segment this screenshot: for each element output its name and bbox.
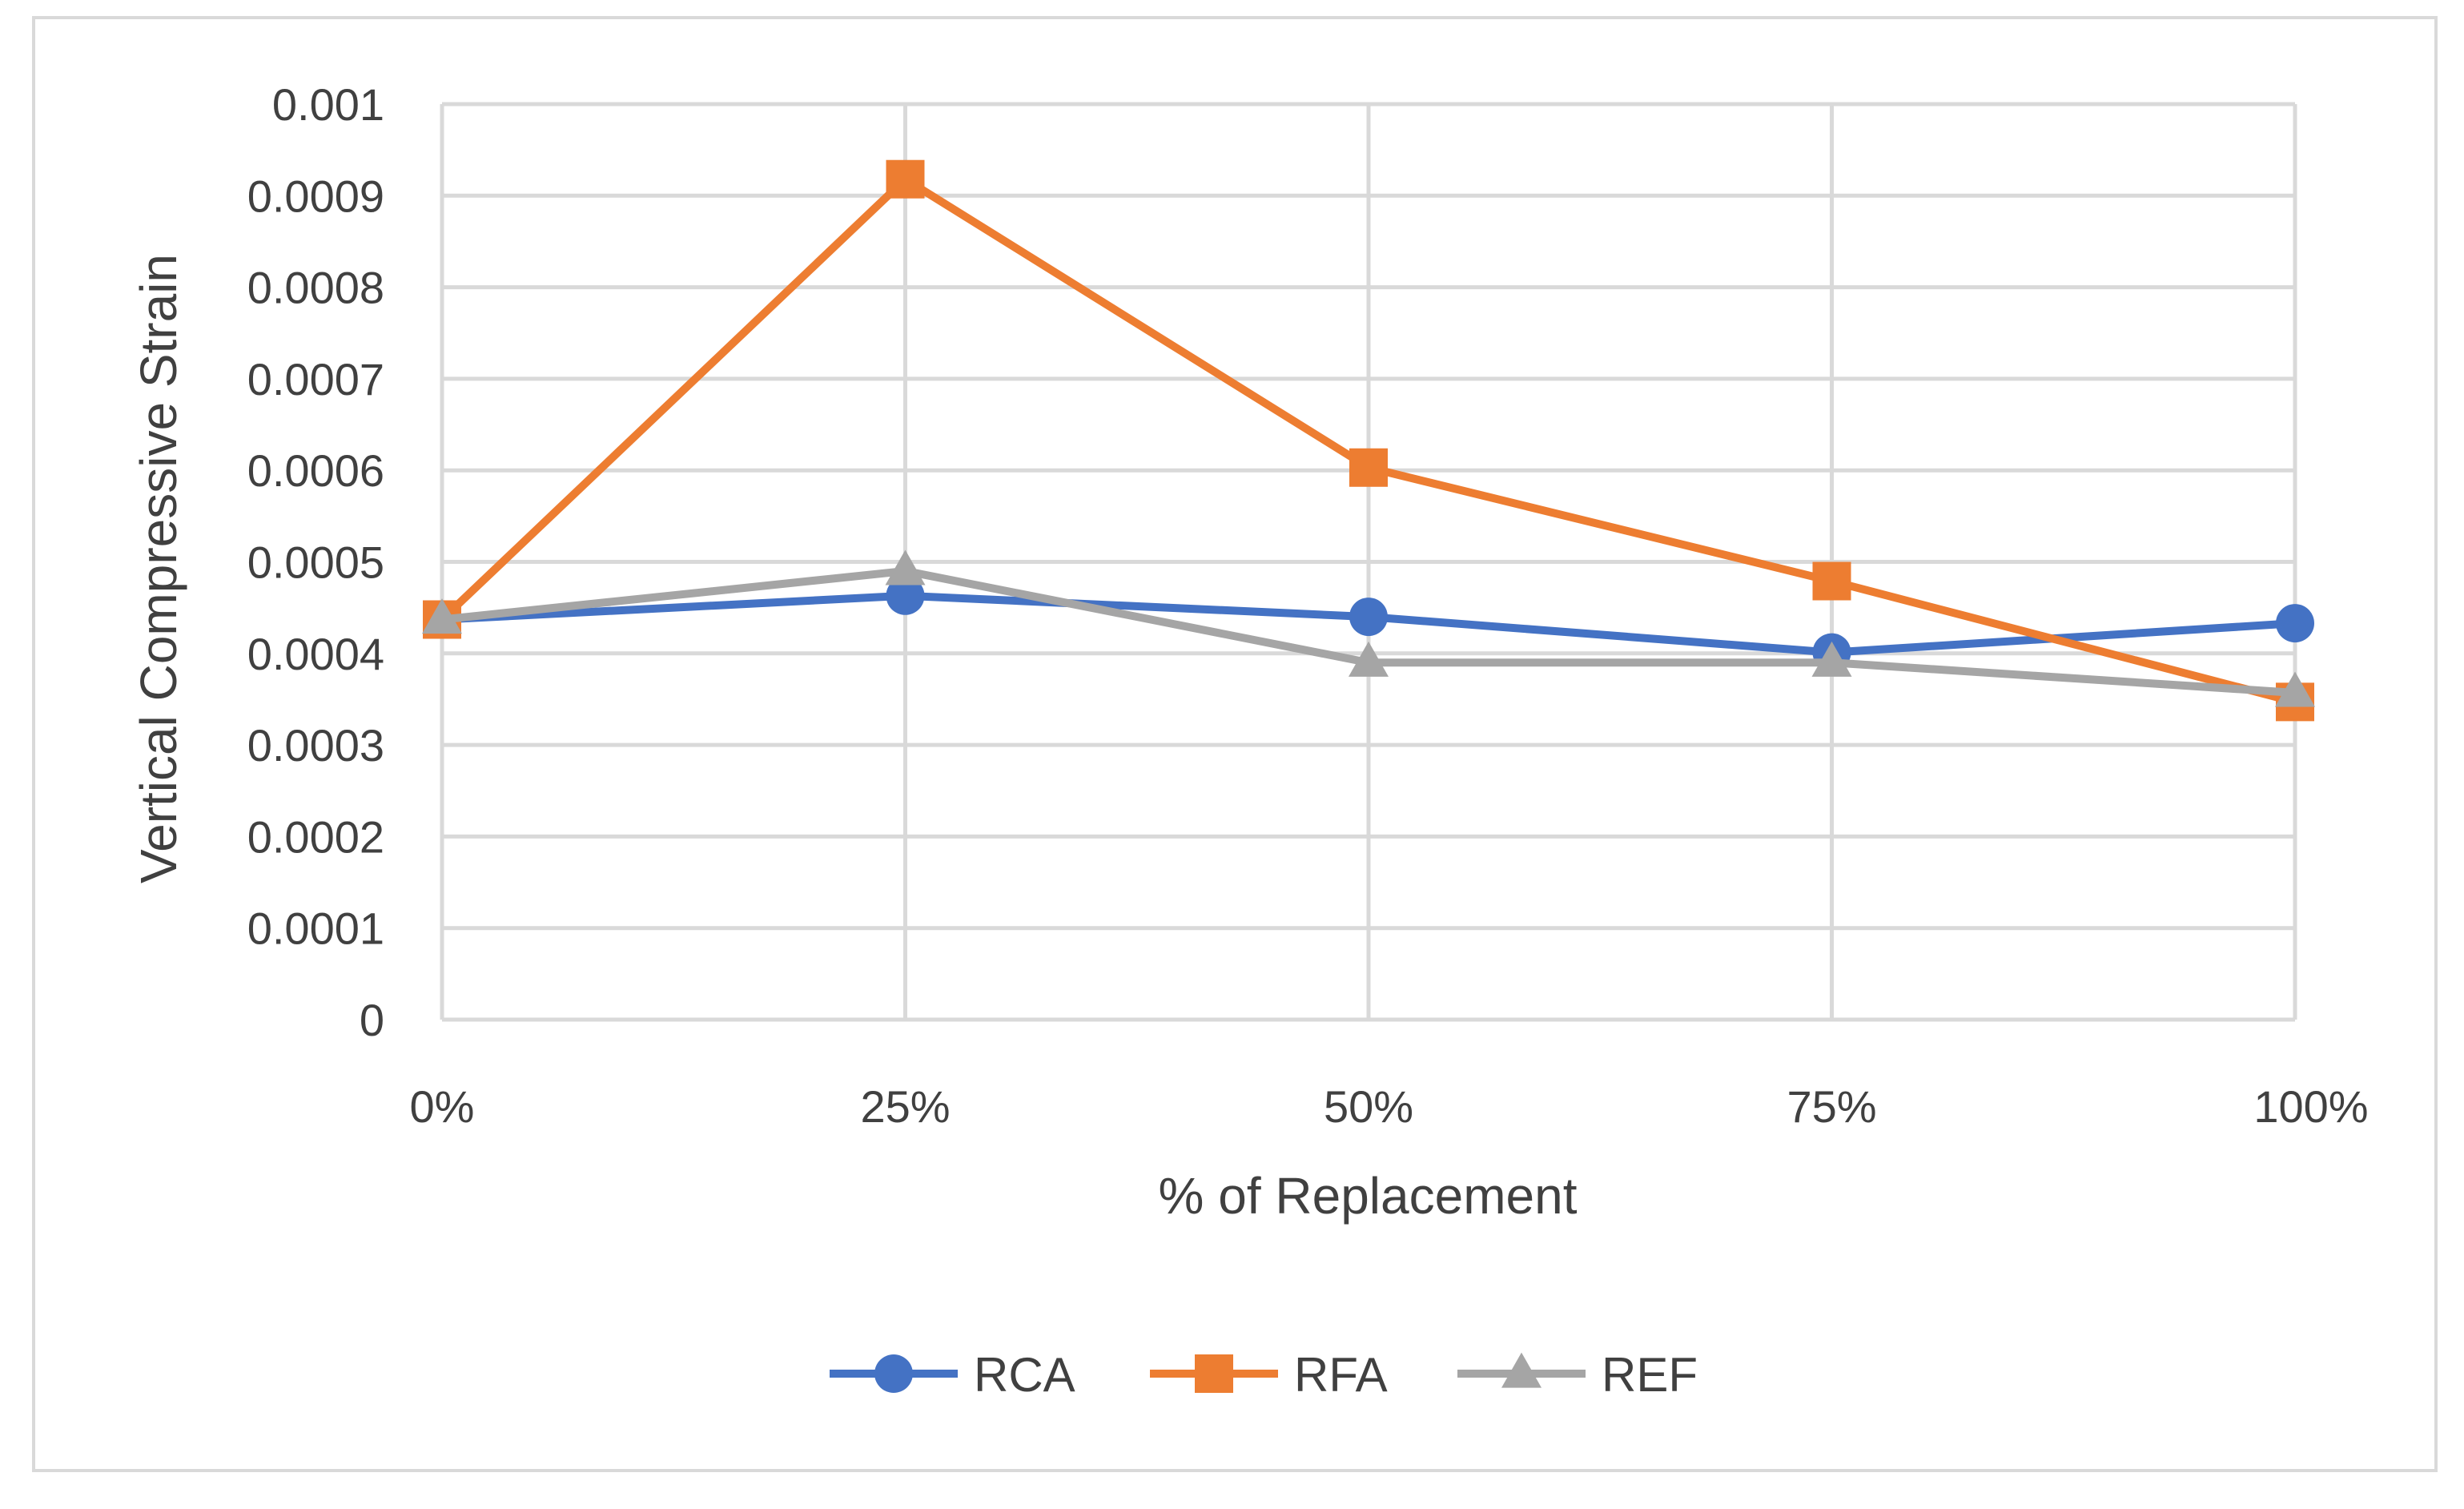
legend-marker-rfa bbox=[1195, 1354, 1233, 1393]
data-point-ref bbox=[1811, 641, 1852, 677]
legend-label-ref: REF bbox=[1602, 1348, 1698, 1402]
y-tick-label: 0.0009 bbox=[247, 171, 384, 221]
y-tick-label: 0.0002 bbox=[247, 811, 384, 862]
legend: RCA RFA REF bbox=[830, 1348, 1698, 1402]
data-point-rfa bbox=[1812, 561, 1851, 601]
data-point-rca bbox=[1349, 598, 1388, 637]
y-tick-label: 0.0001 bbox=[247, 903, 384, 954]
y-tick-label: 0.001 bbox=[272, 79, 384, 130]
x-axis-title: % of Replacement bbox=[1159, 1167, 1578, 1225]
legend-label-rca: RCA bbox=[974, 1348, 1075, 1402]
legend-label-rfa: RFA bbox=[1294, 1348, 1388, 1402]
y-tick-label: 0 bbox=[360, 995, 384, 1045]
x-tick-label: 100% bbox=[2253, 1081, 2368, 1132]
data-point-rca bbox=[886, 576, 925, 615]
data-point-rca bbox=[2276, 604, 2314, 643]
legend-marker-rca bbox=[874, 1354, 913, 1393]
y-axis-title: Vertical Compressive Strain bbox=[130, 254, 187, 883]
legend-marker-ref bbox=[1501, 1352, 1542, 1388]
y-tick-label: 0.0003 bbox=[247, 720, 384, 771]
data-point-ref bbox=[422, 598, 462, 634]
x-tick-label: 25% bbox=[860, 1081, 950, 1132]
gridlines bbox=[440, 102, 2297, 1022]
data-point-ref bbox=[885, 549, 926, 585]
y-tick-labels: 0 0.0001 0.0002 0.0003 0.0004 0.0005 0.0006 0.0… bbox=[247, 79, 384, 1045]
x-tick-label: 75% bbox=[1787, 1081, 1876, 1132]
data-point-ref bbox=[1349, 641, 1389, 677]
data-point-rfa bbox=[1349, 448, 1388, 487]
y-tick-label: 0.0007 bbox=[247, 354, 384, 404]
y-tick-label: 0.0005 bbox=[247, 537, 384, 588]
data-point-ref bbox=[2275, 671, 2315, 707]
x-tick-label: 50% bbox=[1324, 1081, 1413, 1132]
data-point-rfa bbox=[886, 159, 925, 199]
x-tick-label: 0% bbox=[410, 1081, 475, 1132]
y-tick-label: 0.0008 bbox=[247, 263, 384, 313]
x-tick-labels: 0% 25% 50% 75% 100% bbox=[410, 1081, 2369, 1132]
y-tick-label: 0.0006 bbox=[247, 445, 384, 496]
series bbox=[422, 159, 2315, 722]
y-tick-label: 0.0004 bbox=[247, 629, 384, 679]
